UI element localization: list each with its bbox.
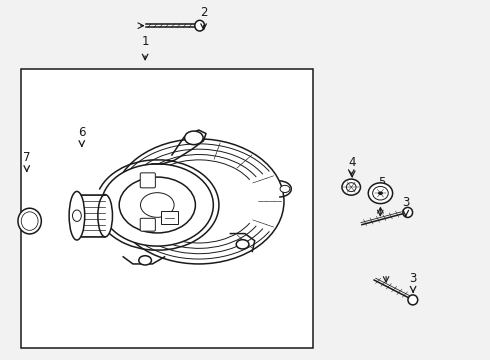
FancyBboxPatch shape [140, 218, 155, 231]
Text: 7: 7 [23, 151, 30, 164]
Text: 1: 1 [142, 35, 149, 48]
Ellipse shape [368, 183, 392, 203]
Ellipse shape [408, 295, 417, 305]
Ellipse shape [21, 212, 38, 230]
Ellipse shape [69, 192, 85, 240]
Circle shape [280, 185, 290, 193]
Bar [21, 69, 313, 348]
Circle shape [114, 139, 284, 264]
Text: 6: 6 [78, 126, 86, 139]
Circle shape [185, 131, 203, 145]
Ellipse shape [346, 183, 356, 192]
FancyBboxPatch shape [161, 211, 178, 224]
Text: 3: 3 [402, 195, 410, 208]
Circle shape [119, 177, 196, 233]
Circle shape [378, 192, 383, 195]
Circle shape [101, 164, 213, 246]
Ellipse shape [403, 207, 413, 217]
Ellipse shape [98, 195, 113, 237]
Ellipse shape [195, 20, 204, 31]
Circle shape [141, 193, 174, 217]
Ellipse shape [18, 208, 41, 234]
Text: 4: 4 [348, 156, 356, 169]
Ellipse shape [373, 186, 388, 200]
Ellipse shape [342, 179, 361, 195]
Text: 2: 2 [200, 5, 207, 18]
Text: 5: 5 [378, 176, 385, 189]
Circle shape [139, 256, 151, 265]
Circle shape [236, 240, 249, 249]
FancyBboxPatch shape [140, 173, 155, 188]
Ellipse shape [73, 210, 81, 221]
Text: 3: 3 [410, 273, 417, 285]
